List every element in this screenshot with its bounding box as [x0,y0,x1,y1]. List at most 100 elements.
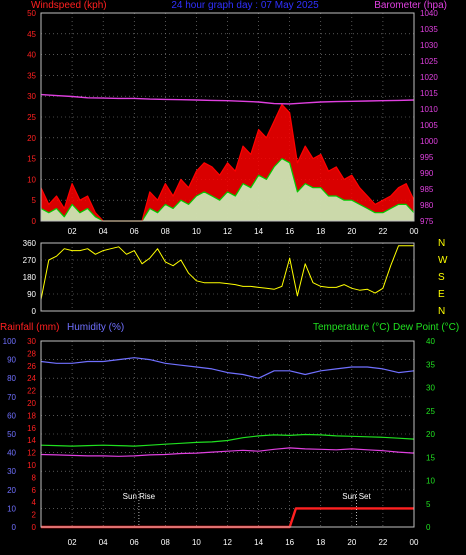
humidity-tick-label: 90 [7,356,16,365]
barometer-tick-label: 1035 [420,25,438,34]
barometer-line [40,93,415,105]
humidity-tick-label: 10 [7,504,16,513]
rain-x-tick-label: 20 [347,538,356,547]
wind-x-tick-label: 22 [378,227,387,236]
barometer-tick-label: 1025 [420,57,438,66]
temperature-tick-label: 25 [426,407,435,416]
barometer-axis-title: Barometer (hpa) [374,0,447,11]
tick-label-layer: 0510152025303540455097598098599099510001… [3,9,448,547]
rainfall-tick-label: 28 [27,349,36,358]
compass-label: N [438,306,445,317]
rain-x-tick-label: 12 [223,538,232,547]
wind-x-tick-label: 00 [410,227,419,236]
humidity-line [40,357,415,379]
wind-x-tick-label: 14 [254,227,263,236]
rain-x-tick-label: 22 [378,538,387,547]
rainfall-tick-label: 22 [27,387,36,396]
wind-x-tick-label: 16 [285,227,294,236]
rain-x-tick-label: 16 [285,538,294,547]
windspeed-tick-label: 40 [27,51,36,60]
wind-x-tick-label: 08 [161,227,170,236]
wind-x-tick-label: 18 [316,227,325,236]
direction-tick-label: 90 [27,290,36,299]
windspeed-tick-label: 20 [27,134,36,143]
barometer-tick-label: 1005 [420,121,438,130]
barometer-tick-label: 1020 [420,73,438,82]
humidity-tick-label: 70 [7,393,16,402]
rainfall-tick-label: 4 [32,498,37,507]
series-layer [40,93,415,529]
wind-x-tick-label: 20 [347,227,356,236]
rain-x-tick-label: 04 [99,538,108,547]
barometer-tick-label: 1015 [420,89,438,98]
rain-x-tick-label: 06 [130,538,139,547]
wind-x-tick-label: 10 [192,227,201,236]
compass-label: W [438,255,448,266]
rainfall-tick-label: 26 [27,362,36,371]
humidity-tick-label: 20 [7,486,16,495]
humidity-tick-label: 30 [7,467,16,476]
rain-x-tick-label: 08 [161,538,170,547]
rain-x-tick-label: 14 [254,538,263,547]
windspeed-tick-label: 50 [27,9,36,18]
windspeed-tick-label: 5 [32,196,37,205]
period-title: 24 hour graph day : 07 May 2025 [171,0,319,11]
temperature-tick-label: 0 [426,523,431,532]
rain-x-tick-label: 10 [192,538,201,547]
rainfall-tick-label: 6 [32,486,37,495]
windspeed-tick-label: 10 [27,175,36,184]
rainfall-tick-label: 12 [27,449,36,458]
rain-x-tick-label: 00 [410,538,419,547]
wind-direction-line [40,245,414,300]
dewpoint-axis-title: Dew Point (°C) [393,322,459,333]
direction-tick-label: 360 [23,239,37,248]
rainfall-tick-label: 2 [32,511,37,520]
humidity-tick-label: 60 [7,411,16,420]
windspeed-axis-title: Windspeed (kph) [31,0,107,11]
rainfall-tick-label: 8 [32,473,37,482]
rainfall-tick-label: 24 [27,374,36,383]
temperature-tick-label: 20 [426,430,435,439]
temperature-tick-label: 10 [426,477,435,486]
barometer-tick-label: 985 [420,185,434,194]
direction-tick-label: 180 [23,273,37,282]
windspeed-tick-label: 35 [27,71,36,80]
sun-event-label: Sun Set [342,492,371,501]
rainfall-tick-label: 10 [27,461,36,470]
rain-panel-frame [40,340,415,528]
grid-layer [41,12,414,528]
windspeed-tick-label: 30 [27,92,36,101]
temperature-tick-label: 15 [426,453,435,462]
compass-label: S [438,272,445,283]
rainfall-tick-label: 16 [27,424,36,433]
temperature-axis-title: Temperature (°C) [313,322,390,333]
rain-x-tick-label: 02 [68,538,77,547]
humidity-tick-label: 50 [7,430,16,439]
barometer-tick-label: 995 [420,153,434,162]
windspeed-tick-label: 15 [27,155,36,164]
barometer-tick-label: 1000 [420,137,438,146]
direction-tick-label: 270 [23,256,37,265]
rainfall-tick-label: 30 [27,337,36,346]
rainfall-tick-label: 20 [27,399,36,408]
barometer-tick-label: 1010 [420,105,438,114]
humidity-tick-label: 0 [12,523,17,532]
temperature-tick-label: 40 [426,337,435,346]
wind-panel-frame [40,12,415,222]
frame-layer [40,12,415,528]
temperature-line [40,433,415,447]
barometer-tick-label: 1030 [420,41,438,50]
rainfall-tick-label: 18 [27,411,36,420]
rainfall-tick-label: 0 [32,523,37,532]
sun-event-label: Sun Rise [123,492,156,501]
barometer-tick-label: 990 [420,169,434,178]
wind-x-tick-label: 12 [223,227,232,236]
barometer-tick-label: 980 [420,201,434,210]
wind-x-tick-label: 02 [68,227,77,236]
compass-label: E [438,289,445,300]
temperature-tick-label: 30 [426,384,435,393]
direction-tick-label: 0 [32,307,37,316]
wind-x-tick-label: 06 [130,227,139,236]
